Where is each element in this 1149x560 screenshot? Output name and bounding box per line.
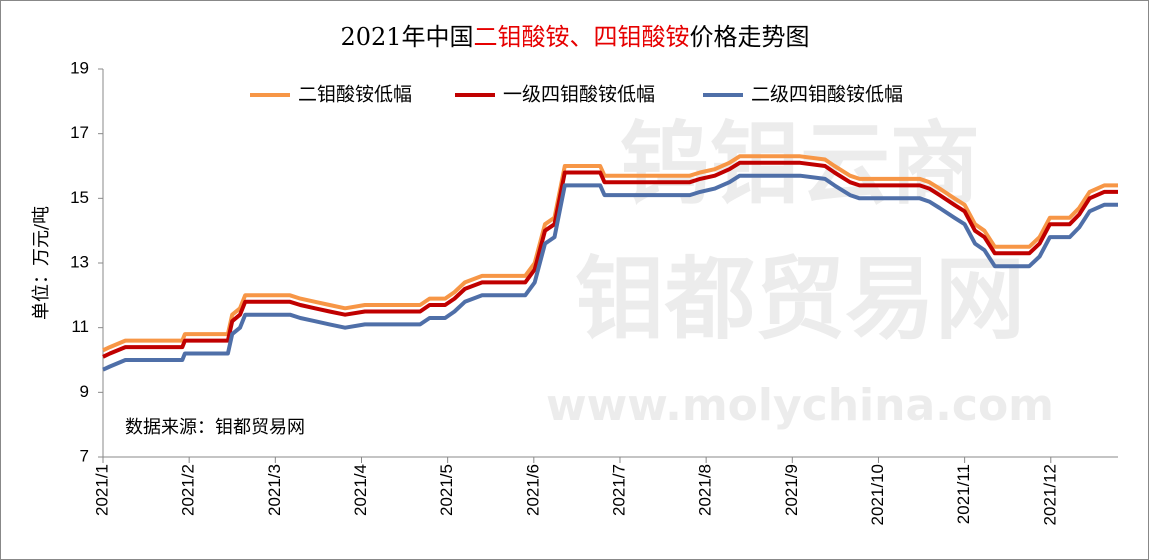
y-axis-label: 单位：万元/吨 [31, 206, 52, 320]
watermark-text: www.molychina.com [546, 380, 1054, 431]
series-line [102, 160, 1118, 359]
x-tick-label: 2021/6 [523, 464, 542, 516]
title-segment: 2021年中国 [340, 23, 473, 51]
y-tick-label: 7 [80, 446, 89, 465]
x-tick-label: 2021/4 [351, 464, 370, 516]
legend-label: 二级四钼酸铵低幅 [751, 84, 903, 106]
legend-label: 二钼酸铵低幅 [298, 84, 412, 106]
y-tick-label: 17 [70, 123, 89, 142]
watermark-text: 钼都贸易网 [575, 247, 1025, 352]
y-tick-label: 11 [71, 317, 89, 336]
title-segment: 二钼酸铵、四钼酸铵 [474, 23, 690, 51]
y-tick-label: 15 [70, 188, 89, 207]
legend-label: 一级四钼酸铵低幅 [503, 84, 655, 106]
source-note: 数据来源：钼都贸易网 [125, 417, 305, 438]
watermark: 钨钼云商 钼都贸易网 www.molychina.com [546, 112, 1054, 431]
x-tick-label: 2021/2 [179, 464, 198, 516]
series-line [102, 173, 1118, 372]
x-tick-label: 2021/5 [437, 464, 456, 516]
series-line [102, 154, 1118, 353]
x-tick-label: 2021/11 [954, 464, 973, 524]
x-tick-label: 2021/9 [782, 464, 801, 516]
x-tick-label: 2021/3 [265, 464, 284, 516]
x-tick-label: 2021/12 [1040, 464, 1059, 525]
y-tick-label: 13 [70, 252, 89, 271]
x-tick-label: 2021/7 [609, 464, 628, 516]
title-segment: 价格走势图 [690, 23, 810, 51]
chart-title: 2021年中国二钼酸铵、四钼酸铵价格走势图 [340, 23, 809, 51]
x-tick-label: 2021/1 [92, 464, 111, 516]
y-tick-label: 19 [70, 58, 89, 77]
y-tick-label: 9 [80, 382, 89, 401]
x-tick-label: 2021/8 [696, 464, 715, 516]
x-tick-label: 2021/10 [868, 464, 887, 525]
